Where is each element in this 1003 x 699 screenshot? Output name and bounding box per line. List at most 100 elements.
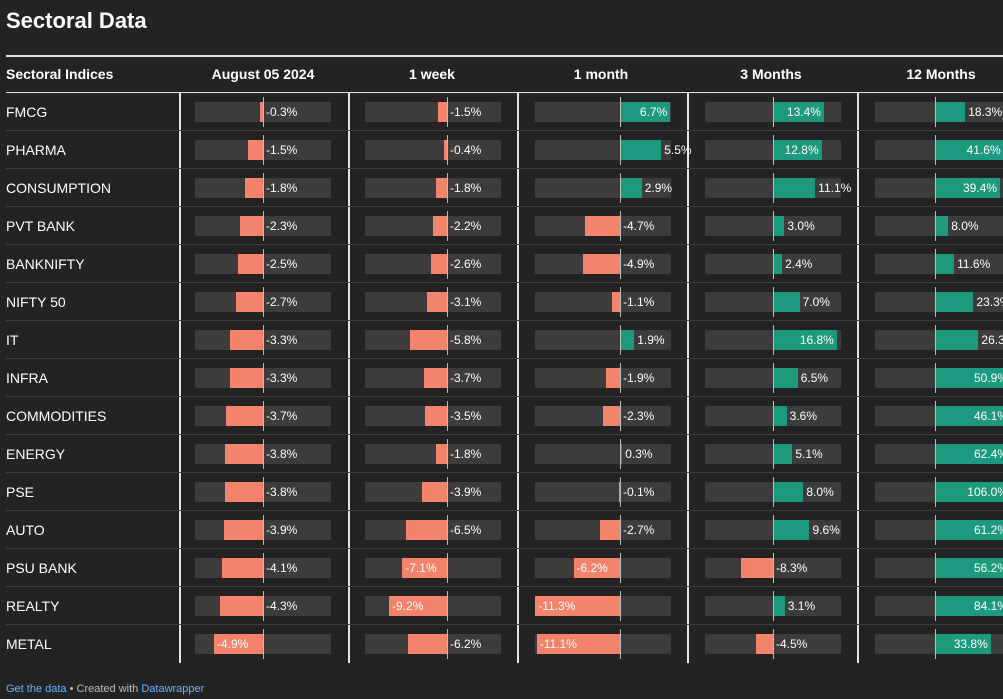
row-label: BANKNIFTY [6,256,85,272]
value-cell: -9.2% [365,591,501,621]
value-cell: 61.2% [875,515,1003,545]
zero-line [773,211,774,241]
zero-line [935,249,936,279]
zero-line [935,553,936,583]
value-label: -2.3% [266,219,298,233]
value-label: -9.2% [392,599,424,613]
zero-line [447,211,448,241]
row-label: CONSUMPTION [6,180,111,196]
negative-bar [602,406,620,426]
negative-bar [619,482,620,502]
positive-bar [935,330,979,350]
value-label: -0.3% [266,105,298,119]
negative-bar [423,368,447,388]
header-col-3: 1 month [573,66,629,82]
column-divider [857,93,859,663]
value-label: -1.5% [450,105,482,119]
value-label: -11.3% [538,599,576,613]
zero-line [773,439,774,469]
value-label: -3.3% [266,371,298,385]
negative-bar [611,292,620,312]
value-label: -3.7% [266,409,298,423]
zero-line [620,629,621,659]
value-label: -6.2% [450,637,482,651]
value-cell: 16.8% [705,325,841,355]
positive-bar [773,254,783,274]
datawrapper-link[interactable]: Datawrapper [141,683,205,695]
positive-bar [935,102,966,122]
row-separator [6,358,1003,359]
value-label: 84.1% [973,599,1003,613]
zero-line [620,211,621,241]
zero-line [620,515,621,545]
positive-bar [773,140,822,160]
column-divider [517,93,519,663]
header-sectoral-indices: Sectoral Indices [6,66,114,82]
value-label: 46.1% [973,409,1003,423]
positive-bar [773,178,816,198]
negative-bar [236,292,263,312]
zero-line [447,325,448,355]
value-cell: -4.1% [195,553,331,583]
negative-bar [422,482,447,502]
negative-bar [260,102,263,122]
row-separator [6,206,1003,207]
negative-bar [230,330,263,350]
zero-line [447,135,448,165]
value-cell: -8.3% [705,553,841,583]
negative-bar [406,520,447,540]
row-label: PSU BANK [6,560,77,576]
value-cell: -1.1% [535,287,671,317]
row-label: PSE [6,484,35,500]
zero-line [773,477,774,507]
value-label: 1.9% [637,333,665,347]
value-label: 3.0% [787,219,815,233]
positive-bar [935,596,1003,616]
negative-bar [430,254,447,274]
positive-bar [620,444,623,464]
positive-bar [773,406,787,426]
bar-track [365,178,501,198]
zero-line [935,629,936,659]
zero-line [620,97,621,127]
value-cell: -0.1% [535,477,671,507]
value-label: 11.1% [818,181,852,195]
value-cell: 1.9% [535,325,671,355]
value-label: -8.3% [776,561,808,575]
negative-bar [424,406,447,426]
row-label: COMMODITIES [6,408,107,424]
zero-line [447,363,448,393]
zero-line [935,515,936,545]
value-label: 5.5% [664,143,692,157]
title-divider [6,55,1003,57]
value-label: 11.6% [957,257,991,271]
negative-bar [220,596,263,616]
row-separator [6,320,1003,321]
zero-line [620,591,621,621]
value-label: 12.8% [784,143,819,157]
value-label: -2.5% [266,257,298,271]
value-label: 8.0% [806,485,834,499]
value-cell: -2.6% [365,249,501,279]
zero-line [263,135,264,165]
value-cell: 62.4% [875,439,1003,469]
negative-bar [225,444,263,464]
zero-line [263,211,264,241]
page-title: Sectoral Data [6,8,147,33]
value-cell: -7.1% [365,553,501,583]
negative-bar [433,216,447,236]
get-data-link[interactable]: Get the data [6,683,67,695]
value-label: -3.8% [266,447,298,461]
zero-line [620,135,621,165]
value-cell: -6.2% [365,629,501,659]
value-label: -3.8% [266,485,298,499]
positive-bar [773,520,810,540]
row-label: REALTY [6,598,60,614]
positive-bar [935,292,974,312]
value-cell: 84.1% [875,591,1003,621]
zero-line [773,325,774,355]
value-label: -4.7% [623,219,655,233]
value-label: 3.1% [787,599,816,613]
negative-bar [240,216,263,236]
value-cell: -3.3% [195,363,331,393]
